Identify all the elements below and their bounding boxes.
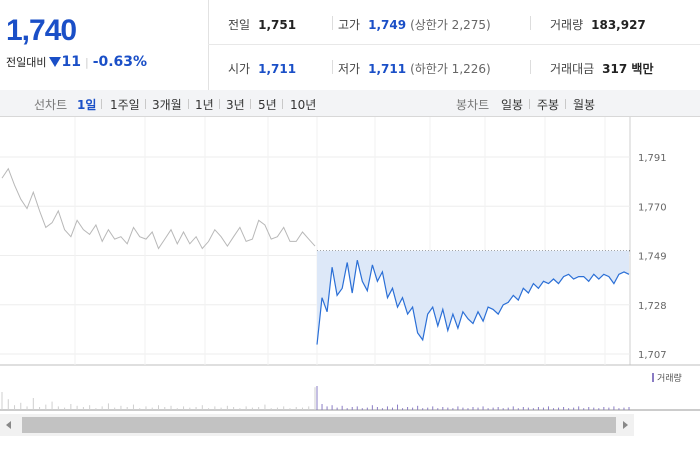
stat-open: 시가 1,711 bbox=[228, 62, 297, 76]
period-5year[interactable]: 5년 bbox=[258, 98, 277, 112]
stat-prev-close: 전일 1,751 bbox=[228, 18, 297, 32]
chart-svg: 1,791 1,770 1,749 1,728 1,707 거래량 bbox=[0, 117, 700, 411]
scroll-right-arrow-icon[interactable] bbox=[623, 421, 628, 429]
price-change: 전일대비 11 | -0.63% bbox=[6, 54, 147, 70]
toolbar-divider bbox=[250, 99, 251, 109]
toolbar-divider bbox=[101, 99, 102, 109]
stats-row-divider bbox=[208, 44, 700, 45]
stat-divider bbox=[332, 60, 333, 74]
today-area-fill bbox=[317, 250, 629, 345]
toolbar-divider bbox=[188, 99, 189, 109]
y-tick-label: 1,770 bbox=[638, 202, 667, 213]
candle-chart-label: 봉차트 bbox=[456, 98, 490, 112]
volume-legend-label: 거래량 bbox=[657, 372, 682, 384]
candle-monthly[interactable]: 월봉 bbox=[573, 98, 596, 112]
toolbar-divider bbox=[282, 99, 283, 109]
period-1week[interactable]: 1주일 bbox=[110, 98, 140, 112]
down-triangle-icon bbox=[49, 57, 62, 67]
period-3year[interactable]: 3년 bbox=[226, 98, 245, 112]
quote-panel: 1,740 전일대비 11 | -0.63% 전일 1,751 고가 1,749 (상한가 … bbox=[0, 0, 700, 91]
candle-daily[interactable]: 일봉 bbox=[501, 98, 524, 112]
change-percent: -0.63% bbox=[92, 54, 148, 70]
period-1year[interactable]: 1년 bbox=[195, 98, 214, 112]
period-10year[interactable]: 10년 bbox=[290, 98, 317, 112]
change-value: 11 bbox=[61, 54, 81, 70]
stat-divider bbox=[530, 60, 531, 74]
price-chart: 1,791 1,770 1,749 1,728 1,707 거래량 bbox=[0, 117, 700, 450]
change-divider: | bbox=[84, 56, 89, 69]
stat-volume: 거래량 183,927 bbox=[550, 18, 646, 32]
previous-day-line bbox=[1, 167, 316, 250]
toolbar-divider bbox=[529, 99, 530, 109]
chart-scrollbar[interactable] bbox=[0, 414, 634, 436]
period-3month[interactable]: 3개월 bbox=[152, 98, 182, 112]
stat-divider bbox=[332, 16, 333, 30]
current-price: 1,740 bbox=[6, 14, 77, 47]
toolbar-divider bbox=[145, 99, 146, 109]
candle-weekly[interactable]: 주봉 bbox=[537, 98, 560, 112]
change-label: 전일대비 bbox=[6, 56, 47, 69]
line-chart-label: 선차트 bbox=[34, 98, 68, 112]
stat-amount: 거래대금 317 백만 bbox=[550, 62, 654, 76]
y-tick-label: 1,791 bbox=[638, 153, 667, 164]
y-tick-label: 1,749 bbox=[638, 252, 667, 263]
toolbar-divider bbox=[565, 99, 566, 109]
scrollbar-thumb[interactable] bbox=[22, 417, 616, 433]
stat-low: 저가 1,711 (하한가 1,226) bbox=[338, 62, 491, 76]
y-tick-label: 1,728 bbox=[638, 301, 667, 312]
chart-toolbar: 선차트 1일 1주일 3개월 1년 3년 5년 10년 봉차트 일봉 주봉 월봉 bbox=[0, 90, 700, 117]
stat-high: 고가 1,749 (상한가 2,275) bbox=[338, 18, 491, 32]
y-tick-label: 1,707 bbox=[638, 350, 667, 361]
today-price-line bbox=[316, 260, 630, 345]
stat-divider bbox=[530, 16, 531, 30]
volume-legend-swatch bbox=[652, 373, 654, 382]
toolbar-divider bbox=[219, 99, 220, 109]
period-1day[interactable]: 1일 bbox=[77, 98, 97, 112]
price-summary: 1,740 전일대비 11 | -0.63% bbox=[0, 0, 209, 90]
scroll-left-arrow-icon[interactable] bbox=[6, 421, 11, 429]
